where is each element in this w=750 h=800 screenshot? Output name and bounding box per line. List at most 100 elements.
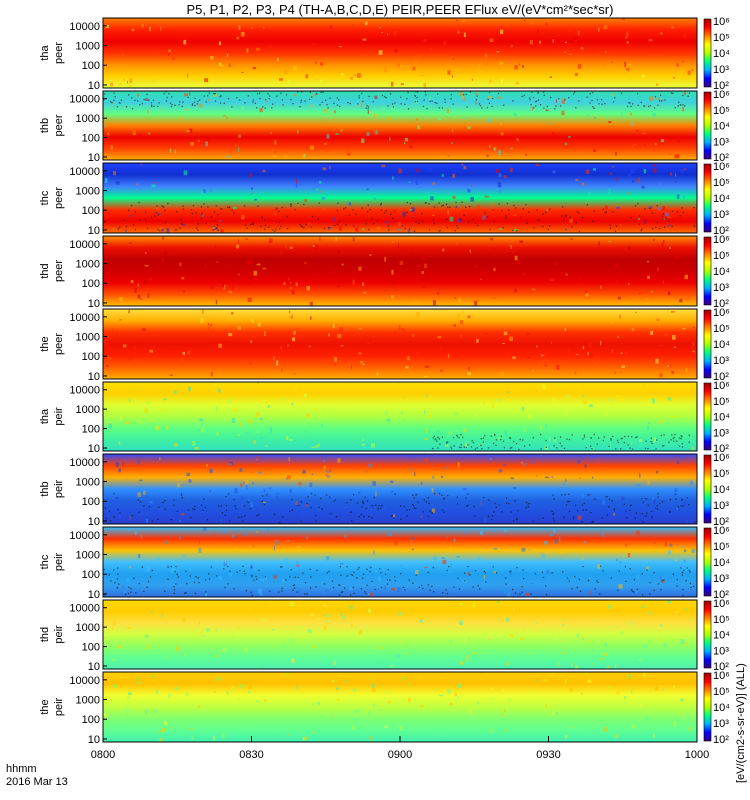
spectrogram-fill xyxy=(103,454,697,524)
y-tick-label: 100 xyxy=(82,205,100,217)
panel-the-peir: 10 100 1000 10000 the peir 10² 10³ 10⁴ 10⁵ 10⁶ xyxy=(39,670,730,746)
colorbar-tick-label: 10⁶ xyxy=(713,452,730,464)
y-tick-label: 10000 xyxy=(69,675,100,687)
spectrogram-fill xyxy=(103,527,697,597)
colorbar-tick-label: 10² xyxy=(713,225,729,237)
y-tick-label: 100 xyxy=(82,642,100,654)
colorbar-tick-label: 10⁵ xyxy=(713,105,730,117)
spectrogram-fill xyxy=(103,163,697,233)
panel-species-label: peir xyxy=(53,625,65,644)
y-tick-label: 1000 xyxy=(76,186,100,198)
y-tick-label: 10000 xyxy=(69,385,100,397)
spectrogram-fill xyxy=(103,309,697,379)
y-tick-label: 10000 xyxy=(69,530,100,542)
panel-species-label: peir xyxy=(53,479,65,498)
colorbar-tick-label: 10⁴ xyxy=(713,266,730,278)
panel-frame xyxy=(102,162,698,234)
panel-frame xyxy=(102,453,698,525)
colorbar-tick-label: 10⁴ xyxy=(713,412,730,424)
colorbar-tick-label: 10² xyxy=(713,734,729,746)
y-tick-label: 100 xyxy=(82,424,100,436)
colorbar-tick-label: 10⁶ xyxy=(713,234,730,246)
panel-probe-label: thc xyxy=(39,190,51,205)
colorbar-tick-label: 10⁵ xyxy=(713,323,730,335)
x-tick-label: 1000 xyxy=(685,749,709,761)
spectrogram-fill xyxy=(103,18,697,88)
colorbar xyxy=(703,527,712,597)
colorbar xyxy=(703,91,712,160)
colorbar-tick-label: 10⁵ xyxy=(713,250,730,262)
spectrogram-texture xyxy=(104,454,696,525)
colorbar-tick-label: 10⁵ xyxy=(713,541,730,553)
colorbar-tick-label: 10³ xyxy=(713,64,729,76)
panel-species-label: peir xyxy=(53,697,65,716)
panel-probe-label: thd xyxy=(39,627,51,642)
colorbar xyxy=(703,236,712,306)
colorbar-tick-label: 10³ xyxy=(713,427,729,439)
y-tick-label: 1000 xyxy=(76,622,100,634)
colorbar-tick-label: 10⁴ xyxy=(713,121,730,133)
colorbar-tick-label: 10³ xyxy=(713,645,729,657)
colorbar-tick-label: 10³ xyxy=(713,718,729,730)
panel-species-label: peir xyxy=(53,407,65,426)
spectrogram-texture xyxy=(104,309,695,378)
colorbar-tick-label: 10² xyxy=(713,516,729,528)
y-tick-label: 10 xyxy=(88,298,100,310)
colorbar xyxy=(703,454,712,524)
panel-thd-peir: 10 100 1000 10000 thd peir 10² 10³ 10⁴ 10⁵ 10⁶ xyxy=(39,598,730,673)
panel-frame xyxy=(102,17,698,89)
colorbar-tick-label: 10³ xyxy=(713,136,729,148)
spectrogram-texture xyxy=(103,91,692,160)
colorbar-tick-label: 10² xyxy=(713,152,729,164)
colorbar-tick-label: 10⁶ xyxy=(713,670,730,682)
panel-species-label: peer xyxy=(53,260,65,282)
y-tick-label: 1000 xyxy=(76,41,100,53)
colorbar-tick-label: 10² xyxy=(713,298,729,310)
colorbar-tick-label: 10² xyxy=(713,80,729,92)
spectrogram-texture xyxy=(103,600,694,670)
panel-frame xyxy=(102,599,698,670)
x-axis-label-hhmm: hhmm xyxy=(6,763,37,775)
y-tick-label: 1000 xyxy=(76,404,100,416)
y-tick-label: 10 xyxy=(88,80,100,92)
colorbar xyxy=(703,18,712,88)
colorbar-tick-label: 10³ xyxy=(713,209,729,221)
panel-frame xyxy=(102,308,698,380)
y-tick-label: 10000 xyxy=(69,457,100,469)
colorbar-tick-label: 10⁴ xyxy=(713,557,730,569)
colorbar-label: [eV/(cm2-s-sr-eV)] (ALL) xyxy=(735,663,747,783)
colorbar-tick-label: 10⁶ xyxy=(713,161,730,173)
y-tick-label: 1000 xyxy=(76,259,100,271)
y-tick-label: 10000 xyxy=(69,166,100,178)
spectrogram-texture xyxy=(104,18,694,88)
colorbar xyxy=(703,309,712,379)
colorbar-tick-label: 10⁵ xyxy=(713,32,730,44)
spectrogram-texture xyxy=(103,527,696,598)
panel-tha-peer: 10 100 1000 10000 tha peer 10² 10³ 10⁴ 10⁵ 10⁶ xyxy=(39,16,730,92)
panel-thc-peer: 10 100 1000 10000 thc peer 10² 10³ 10⁴ 10⁵ 10⁶ xyxy=(39,161,730,237)
y-tick-label: 1000 xyxy=(76,550,100,562)
panel-thb-peer: 10 100 1000 10000 thb peer 10² 10³ 10⁴ 10⁵ 10⁶ xyxy=(39,89,730,164)
y-tick-label: 10 xyxy=(88,516,100,528)
y-tick-label: 10 xyxy=(88,734,100,746)
colorbar-tick-label: 10² xyxy=(713,589,729,601)
colorbar-tick-label: 10⁵ xyxy=(713,686,730,698)
spectrogram-texture xyxy=(104,236,690,307)
panel-the-peer: 10 100 1000 10000 the peer 10² 10³ 10⁴ 10⁵ 10⁶ xyxy=(39,307,730,383)
x-tick-label: 0900 xyxy=(388,749,412,761)
x-tick-label: 0800 xyxy=(91,749,115,761)
y-tick-label: 10 xyxy=(88,443,100,455)
spectrogram-fill xyxy=(103,236,697,306)
y-tick-label: 100 xyxy=(82,278,100,290)
panel-species-label: peer xyxy=(53,114,65,136)
panel-thd-peer: 10 100 1000 10000 thd peer 10² 10³ 10⁴ 10⁵ 10⁶ xyxy=(39,234,730,310)
colorbar-tick-label: 10³ xyxy=(713,573,729,585)
y-tick-label: 1000 xyxy=(76,332,100,344)
panel-probe-label: thb xyxy=(39,118,51,133)
colorbar-tick-label: 10⁴ xyxy=(713,339,730,351)
panel-species-label: peer xyxy=(53,187,65,209)
spectrogram-texture xyxy=(105,382,694,452)
y-tick-label: 10000 xyxy=(69,603,100,615)
